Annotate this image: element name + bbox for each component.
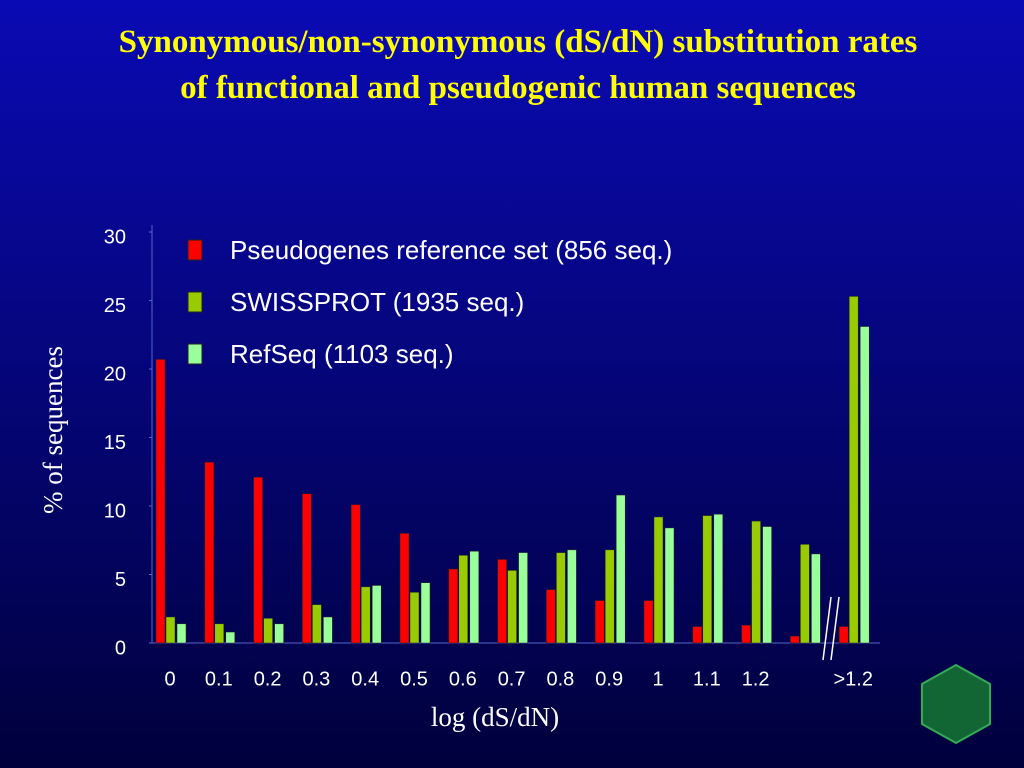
bar [458,555,469,644]
x-tick-label: 0.4 [351,668,379,690]
bar [155,359,166,644]
bar [556,552,566,644]
bar [762,526,772,644]
bar [263,618,273,644]
bar [859,326,870,644]
bar [360,586,371,644]
legend-swatch [187,343,203,365]
x-tick-label: 0.6 [449,668,477,690]
bar [225,631,236,644]
legend-label: RefSeq (1103 seq.) [230,339,454,369]
y-tick-label: 5 [115,569,126,591]
bar [507,570,517,644]
bar [420,582,431,644]
bar [253,476,263,644]
bar [323,616,333,644]
bar [800,544,810,644]
legend-swatch [187,291,203,313]
x-tick-label: 1 [652,668,663,690]
bar [643,600,654,644]
y-tick-label: 20 [104,363,126,385]
bar [751,520,761,644]
y-tick-label: 15 [104,432,126,454]
x-tick-label: 1.1 [693,668,721,690]
bar [497,559,507,644]
bar [741,624,751,644]
bar [214,623,225,644]
bar [692,626,703,644]
x-tick-label: 1.2 [742,668,770,690]
x-tick-label: 0.3 [302,668,330,690]
axis-break [822,596,832,661]
x-tick-label: 0.7 [498,668,526,690]
bar [448,568,459,644]
bar [371,585,382,644]
x-axis-label: log (dS/dN) [431,702,559,732]
bar [518,552,528,644]
bar [653,516,664,644]
bar [848,296,859,644]
bar [312,604,322,644]
logo [921,663,991,745]
bar [165,616,176,644]
legend-label: Pseudogenes reference set (856 seq.) [230,235,672,265]
bar [713,513,724,644]
bar [790,635,800,644]
x-tick-label: >1.2 [833,668,872,690]
bar [350,504,361,644]
chart-title: Synonymous/non-synonymous (dS/dN) substi… [119,24,918,106]
legend-swatch [187,239,203,261]
y-axis-label: % of sequences [38,346,68,514]
y-tick-label: 0 [115,637,126,659]
bar [811,553,821,644]
bar [204,461,215,644]
bar [399,533,410,644]
bar [546,589,556,644]
bar [604,549,615,644]
axis-break [830,596,840,661]
y-tick-label: 30 [104,226,126,248]
bar [567,549,577,644]
x-tick-label: 0.2 [254,668,282,690]
legend-label: SWISSPROT (1935 seq.) [230,287,524,317]
x-tick-label: 0 [164,668,175,690]
bar [274,623,284,644]
bar [594,600,605,644]
x-tick-label: 0.5 [400,668,428,690]
bar [702,515,713,644]
bar [664,527,675,644]
bar [409,592,420,644]
bar [615,494,626,644]
x-tick-label: 0.9 [595,668,623,690]
bar [176,623,187,644]
y-tick-label: 10 [104,500,126,522]
x-tick-label: 0.1 [205,668,233,690]
y-tick-label: 25 [104,295,126,317]
bar [469,550,480,644]
x-tick-label: 0.8 [546,668,574,690]
bar [838,626,849,644]
bar [302,493,312,644]
